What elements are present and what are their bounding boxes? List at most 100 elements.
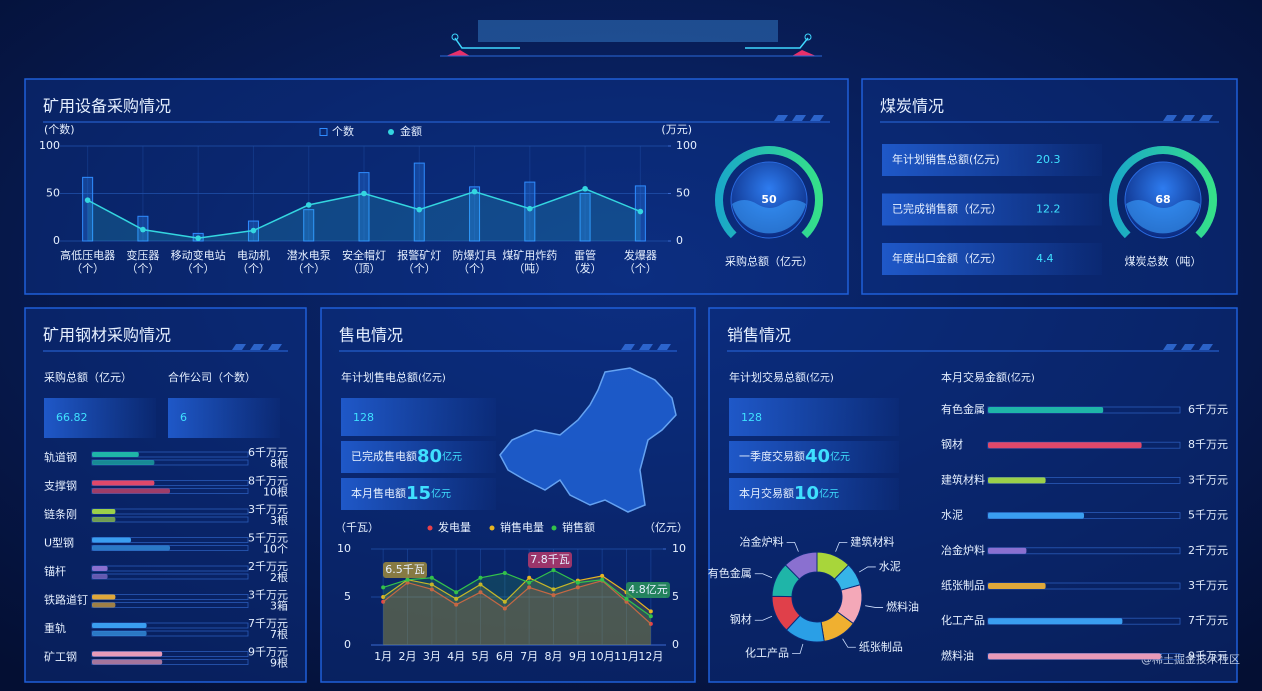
panel-corner-deco	[792, 115, 806, 121]
x-tick-label: 防爆灯具	[453, 248, 497, 262]
value-label: 2千万元	[248, 560, 288, 573]
y2-tick-label: 5	[672, 590, 679, 603]
value-label: 8千万元	[248, 475, 288, 488]
point	[648, 621, 653, 626]
kpi-row-unit: 亿元	[431, 487, 451, 500]
x-tick-label: 报警矿灯	[397, 248, 441, 262]
x-tick-label: 移动变电站	[171, 248, 226, 262]
area	[383, 575, 651, 645]
value-label: 10个	[263, 543, 288, 556]
panel-corner-deco	[1163, 115, 1177, 121]
bar	[92, 623, 147, 628]
value-label: 6千万元	[1188, 403, 1228, 416]
panel-title: 矿用设备采购情况	[43, 97, 171, 116]
panel-corner-deco	[657, 344, 671, 350]
point	[648, 614, 653, 619]
point	[502, 606, 507, 611]
panel-corner-deco	[639, 344, 653, 350]
pie-leader	[858, 566, 876, 573]
panel-corner-deco	[1181, 344, 1195, 350]
kpi-label: 年计划售电总额(亿元)	[341, 370, 446, 384]
row-label: 冶金炉料	[941, 543, 985, 557]
x-tick-label: 煤矿用炸药	[502, 249, 557, 262]
pie-label: 化工产品	[745, 646, 789, 660]
point	[454, 590, 459, 595]
gauge-label: 采购总额（亿元）	[725, 254, 813, 268]
value-label: 7根	[270, 627, 288, 641]
header-decoration	[440, 20, 822, 57]
panel	[24, 307, 307, 683]
x-tick-label: 雷管	[574, 248, 596, 262]
row-label: U型钢	[44, 536, 74, 550]
panel-corner-deco	[810, 115, 824, 121]
point	[250, 227, 257, 234]
point	[429, 582, 434, 587]
x-tick-label: 8月	[545, 650, 563, 663]
pie-label: 建筑材料	[850, 534, 894, 548]
kpi-label-unit: (亿元)	[806, 371, 834, 384]
point	[381, 585, 386, 590]
value-label: 9千万元	[1188, 649, 1228, 662]
x-tick-unit: （个）	[182, 262, 215, 275]
kpi-label-unit: (亿元)	[418, 371, 446, 384]
gauge-wave	[1126, 200, 1200, 234]
kpi-box	[882, 243, 1102, 275]
point	[582, 185, 588, 192]
value-label: 3千万元	[248, 589, 288, 602]
x-tick-label: 6月	[496, 650, 514, 663]
bar	[579, 193, 591, 242]
point	[416, 206, 423, 213]
point	[575, 580, 580, 585]
value-label: 2千万元	[1188, 544, 1228, 557]
value-label: 3千万元	[1188, 473, 1228, 486]
kpi-label: 年计划交易总额(亿元)	[729, 370, 834, 384]
x-tick-unit: （发）	[569, 261, 602, 275]
bar	[988, 583, 1046, 589]
bar	[988, 512, 1084, 519]
value-label: 7千万元	[248, 617, 288, 630]
y2-tick-label: 50	[676, 187, 690, 200]
row-label: 链条刚	[44, 507, 77, 521]
legend-label: 金额	[400, 124, 422, 138]
bar	[524, 181, 536, 242]
kpi-label: 年度出口金额（亿元）	[892, 251, 1002, 265]
bar	[988, 442, 1142, 449]
kpi-box	[44, 398, 156, 438]
x-tick-label: 安全帽灯	[342, 248, 386, 262]
bar	[988, 653, 1161, 660]
kpi-box	[729, 441, 899, 473]
kpi-label-text: 年计划交易总额	[729, 370, 806, 384]
pie-leader	[835, 542, 848, 552]
point	[527, 575, 532, 580]
kpi-label: 年计划销售总额(亿元)	[892, 152, 1000, 166]
x-tick-label: 7月	[520, 650, 538, 663]
bar	[92, 480, 155, 486]
y2-axis-label: （亿元）	[644, 521, 688, 534]
x-tick-unit: （个）	[458, 262, 491, 275]
x-tick-unit: （个）	[237, 262, 270, 275]
point	[527, 205, 533, 212]
kpi-box	[168, 398, 280, 438]
bar	[988, 477, 1046, 484]
bar	[92, 574, 108, 579]
kpi-row-unit: 亿元	[819, 487, 839, 500]
gauge-value: 50	[761, 193, 777, 206]
value-label: 3千万元	[1188, 579, 1228, 592]
gauge-arc	[715, 146, 823, 239]
value-label: 6千万元	[248, 446, 288, 459]
area	[383, 580, 651, 645]
value-label: 3根	[270, 513, 288, 527]
y2-tick-label: 0	[676, 234, 683, 247]
panel-corner-deco	[268, 344, 282, 350]
x-tick-unit: （顶）	[348, 262, 381, 275]
point	[624, 599, 629, 604]
kpi-row-value: 10	[794, 483, 819, 504]
row-label: 燃料油	[941, 648, 974, 662]
pie-label: 纸张制品	[859, 640, 903, 653]
annotation: 6.5千瓦	[385, 563, 425, 576]
legend-marker	[489, 525, 495, 531]
kpi-row-unit: 亿元	[442, 450, 462, 463]
kpi-row: 一季度交易额40亿元	[739, 446, 850, 467]
bar	[92, 517, 116, 522]
point	[502, 599, 507, 604]
